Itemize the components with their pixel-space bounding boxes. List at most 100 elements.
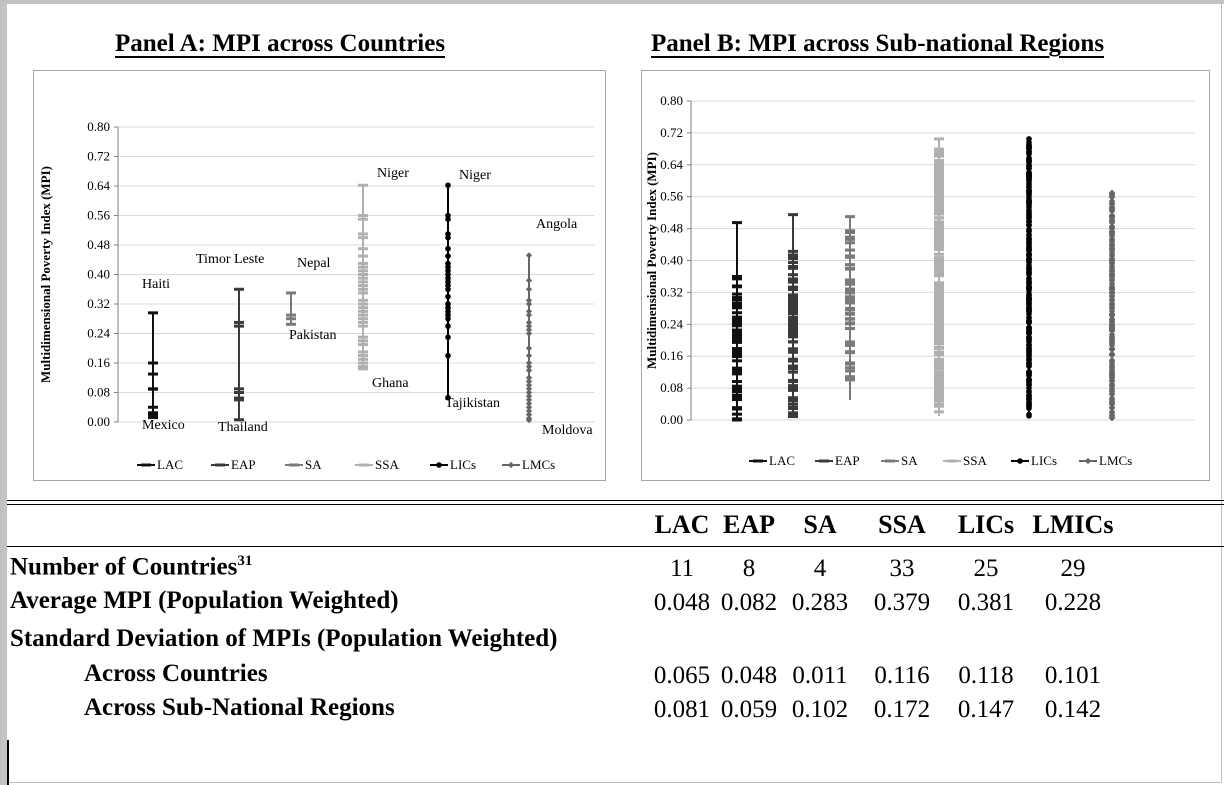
y-tick-label: 0.24	[87, 326, 110, 341]
legend-label: LICs	[450, 457, 476, 472]
table-cell: 0.283	[791, 589, 849, 616]
data-point	[525, 286, 533, 293]
data-point	[1026, 237, 1032, 244]
y-tick-label: 0.56	[87, 208, 110, 223]
legend-label: SA	[305, 457, 322, 472]
table-cell: 29	[1060, 555, 1086, 582]
data-point	[1026, 165, 1032, 172]
table-cell: 0.059	[720, 696, 778, 723]
legend-item-ssa: SSA	[355, 457, 399, 472]
column-header: LAC	[654, 510, 710, 539]
data-point	[1026, 150, 1032, 157]
data-point	[525, 277, 533, 284]
data-point	[1026, 308, 1032, 315]
legend-item-eap: EAP	[815, 453, 860, 468]
data-point	[1026, 265, 1032, 272]
data-point	[1026, 295, 1032, 302]
y-tick-label: 0.00	[660, 412, 683, 427]
data-point	[1026, 369, 1032, 376]
column-header: SA	[803, 510, 837, 539]
data-point	[1026, 188, 1032, 194]
data-point	[1026, 158, 1032, 164]
table-cell: 0.065	[653, 662, 711, 689]
legend-label: LMCs	[1099, 453, 1132, 468]
legend-item-eap: EAP	[211, 457, 256, 472]
y-tick-label: 0.80	[660, 93, 683, 108]
data-point	[445, 286, 451, 293]
data-point	[445, 352, 451, 359]
series-ssa	[358, 183, 368, 371]
y-tick-label: 0.00	[87, 414, 110, 429]
data-point	[1026, 270, 1032, 276]
series-ssa	[934, 137, 944, 417]
legend-label: EAP	[835, 453, 860, 468]
legend-item-sa: SA	[285, 457, 322, 472]
data-point	[1026, 210, 1032, 216]
data-point	[1026, 283, 1032, 290]
panel-b-title: Panel B: MPI across Sub-national Regions	[651, 30, 1105, 57]
legend-label: SA	[901, 453, 918, 468]
series-eap	[788, 213, 798, 419]
legend-item-lac: LAC	[137, 457, 183, 472]
data-point	[1026, 328, 1032, 334]
data-point	[525, 367, 533, 374]
data-point	[525, 300, 533, 308]
data-point	[1026, 182, 1032, 188]
legend-label: LAC	[769, 453, 795, 468]
legend-label: SSA	[963, 453, 987, 468]
table-cell: 0.048	[720, 662, 778, 689]
series-lac	[148, 311, 158, 420]
annotation-lmcs-top: Angola	[536, 217, 578, 232]
legend-marker	[1084, 457, 1092, 465]
row-label: Average MPI (Population Weighted)	[10, 587, 399, 614]
legend-item-lac: LAC	[749, 453, 795, 468]
y-tick-label: 0.08	[660, 380, 683, 395]
data-point	[1026, 232, 1032, 238]
data-point	[445, 253, 451, 259]
row-label: Standard Deviation of MPIs (Population W…	[10, 625, 558, 652]
data-point	[525, 345, 533, 352]
row-label: Across Sub-National Regions	[84, 694, 395, 721]
y-tick-label: 0.48	[660, 221, 683, 236]
data-point	[1026, 200, 1032, 206]
data-point	[1026, 382, 1032, 388]
data-point	[1026, 314, 1032, 321]
column-header: EAP	[723, 510, 775, 539]
table-cell: 11	[669, 555, 695, 582]
row-label: Number of Countries31	[10, 553, 253, 581]
y-tick-label: 0.16	[660, 348, 683, 363]
series-sa	[286, 291, 296, 326]
legend-item-sa: SA	[881, 453, 918, 468]
legend-item-lics: LICs	[430, 457, 476, 472]
table-cell: 0.147	[957, 696, 1015, 723]
y-tick-label: 0.08	[87, 385, 110, 400]
data-point	[1026, 256, 1032, 263]
y-tick-label: 0.56	[660, 189, 683, 204]
data-point	[445, 394, 451, 401]
table-cell: 33	[889, 555, 915, 582]
data-point	[1026, 222, 1032, 228]
column-header: LMICs	[1032, 510, 1114, 539]
legend-label: SSA	[375, 457, 399, 472]
y-tick-label: 0.40	[87, 267, 110, 282]
y-axis-label: Multidimensional Poverty Index (MPI)	[38, 166, 53, 383]
data-point	[1026, 362, 1032, 369]
annotation-eap-top: Timor Leste	[196, 252, 264, 267]
legend-label: LICs	[1031, 453, 1057, 468]
series-lics	[445, 182, 451, 401]
data-point	[525, 252, 533, 259]
data-point	[1026, 303, 1032, 310]
legend-item-lics: LICs	[1011, 453, 1057, 468]
series-lmcs	[1108, 189, 1116, 422]
y-tick-label: 0.24	[660, 316, 683, 331]
series-sa	[845, 215, 855, 401]
legend-marker	[507, 461, 515, 469]
data-point	[445, 182, 451, 189]
table-cell: 0.118	[958, 662, 1014, 689]
y-tick-label: 0.32	[660, 284, 683, 299]
legend-item-ssa: SSA	[943, 453, 987, 468]
y-tick-label: 0.72	[660, 125, 683, 140]
series-lmcs	[525, 252, 533, 424]
table-cell: 0.228	[1044, 589, 1102, 616]
panel-b-chart: 0.00 0.08 0.16 0.24 0.32 0.40 0.48 0.56 0.64 0.72…	[641, 70, 1210, 481]
